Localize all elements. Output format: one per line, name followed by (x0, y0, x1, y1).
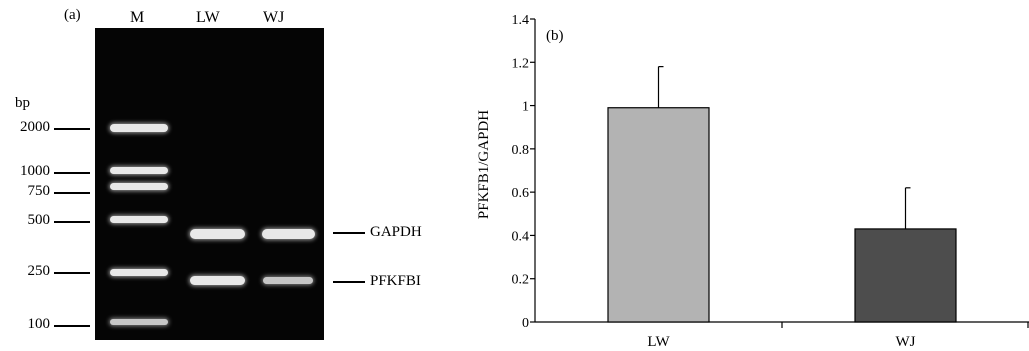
marker-tick-500 (54, 221, 90, 223)
marker-band-750 (110, 183, 168, 190)
lw-pfkfbi-band (190, 276, 245, 285)
y-tick-label-3: 0.6 (512, 186, 530, 201)
marker-label-500: 500 (27, 212, 51, 228)
y-tick-label-2: 0.4 (512, 229, 530, 244)
marker-tick-100 (54, 325, 90, 327)
x-tick-label-lw: LW (647, 334, 670, 350)
marker-tick-2000 (54, 128, 90, 130)
y-tick-label-6: 1.2 (512, 56, 530, 71)
bar-lw (607, 107, 710, 323)
pfkfbi-pointer-line (333, 281, 365, 283)
marker-label-250: 250 (27, 263, 51, 279)
marker-band-100 (110, 319, 168, 325)
marker-band-250 (110, 269, 168, 276)
panel-b-label: (b) (546, 28, 564, 44)
y-axis-label: PFKFB1/GAPDH (476, 110, 492, 219)
y-tick-label-5: 1 (522, 100, 529, 115)
marker-label-750: 750 (27, 183, 51, 199)
bar-chart: (b) 0 0.2 0.4 0.6 0.8 1 1.2 1.4 PFKFB1/GAPDH LW WJ (476, 13, 1029, 350)
lane-label-lw: LW (196, 9, 220, 26)
bp-unit-label: bp (15, 95, 30, 111)
y-tick-label-7: 1.4 (512, 13, 530, 28)
x-tick-label-wj: WJ (896, 334, 916, 350)
gel-image (95, 28, 324, 340)
bar-wj (854, 228, 957, 323)
y-tick-label-1: 0.2 (512, 273, 530, 288)
lane-label-wj: WJ (263, 9, 285, 26)
marker-tick-750 (54, 192, 90, 194)
marker-tick-250 (54, 272, 90, 274)
wj-gapdh-band (262, 229, 315, 239)
gapdh-pointer-line (333, 232, 365, 234)
marker-band-2000 (110, 124, 168, 132)
lane-label-m: M (130, 9, 145, 26)
marker-tick-1000 (54, 172, 90, 174)
marker-label-2000: 2000 (20, 119, 50, 135)
y-tick-label-0: 0 (522, 316, 529, 331)
panel-a-label: (a) (64, 7, 81, 23)
marker-label-100: 100 (27, 316, 51, 332)
y-tick-label-4: 0.8 (512, 143, 530, 158)
pfkfbi-band-label: PFKFBI (370, 273, 421, 289)
wj-pfkfbi-band (263, 277, 313, 284)
marker-label-1000: 1000 (20, 163, 50, 179)
gapdh-band-label: GAPDH (370, 224, 422, 240)
lw-gapdh-band (190, 229, 245, 239)
marker-band-500 (110, 216, 168, 223)
marker-band-1000 (110, 167, 168, 174)
